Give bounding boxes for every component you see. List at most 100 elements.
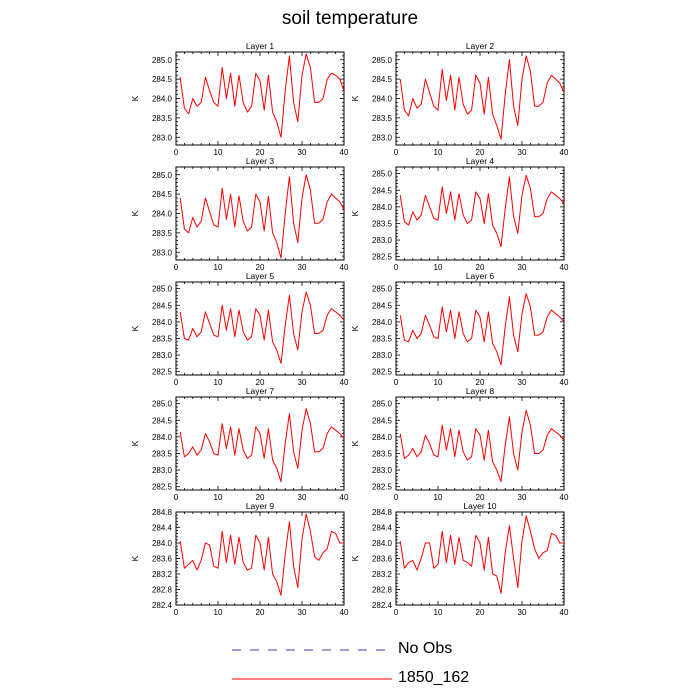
y-tick-label: 283.5 (372, 114, 393, 123)
y-tick-label: 285.0 (372, 170, 393, 179)
x-tick-label: 20 (256, 608, 265, 617)
y-tick-label: 284.0 (372, 433, 393, 442)
y-tick-label: 284.0 (152, 318, 173, 327)
y-tick-label: 284.5 (372, 416, 393, 425)
y-axis-label: K (350, 95, 360, 101)
x-tick-label: 10 (214, 378, 223, 387)
x-tick-label: 10 (434, 493, 443, 502)
panel-5: Layer 5 K 0 10 20 30 40 282.5 283.0 283.5 284.0 284… (130, 271, 349, 387)
series-line (179, 174, 345, 259)
x-tick-label: 0 (174, 263, 179, 272)
x-tick-label: 20 (256, 378, 265, 387)
y-tick-label: 282.5 (152, 368, 173, 377)
x-tick-label: 20 (476, 263, 485, 272)
series-line (179, 291, 345, 364)
y-axis-label: K (350, 325, 360, 331)
panel-3: Layer 3 K 0 10 20 30 40 283.0 283.5 284.0 284.5 285… (130, 156, 349, 272)
panel-1: Layer 1 K 0 10 20 30 40 283.0 283.5 284.0 284.5 285… (130, 41, 349, 157)
y-tick-label: 285.0 (372, 285, 393, 294)
series-line (399, 515, 564, 594)
y-tick-label: 284.0 (152, 95, 173, 104)
series-line (399, 293, 565, 366)
y-tick-label: 283.0 (372, 133, 393, 142)
x-tick-label: 0 (174, 608, 179, 617)
panel-title: Layer 4 (466, 156, 495, 166)
y-tick-label: 283.0 (152, 248, 173, 257)
x-tick-label: 10 (434, 148, 443, 157)
x-tick-label: 20 (476, 148, 485, 157)
y-axis-label: K (350, 440, 360, 446)
y-tick-label: 282.8 (152, 586, 173, 595)
y-tick-label: 284.5 (372, 186, 393, 195)
x-tick-label: 40 (340, 608, 349, 617)
y-tick-label: 283.5 (372, 449, 393, 458)
y-tick-label: 284.0 (372, 203, 393, 212)
panel-8: Layer 8 K 0 10 20 30 40 282.5 283.0 283.5 284.0 284… (350, 386, 569, 502)
panel-frame (395, 51, 565, 146)
y-tick-label: 284.0 (372, 95, 393, 104)
y-tick-label: 284.0 (152, 539, 173, 548)
y-tick-label: 284.0 (372, 539, 393, 548)
x-tick-label: 40 (340, 148, 349, 157)
y-tick-label: 282.5 (372, 253, 393, 262)
panel-title: Layer 9 (246, 501, 275, 511)
x-tick-label: 30 (298, 148, 307, 157)
y-tick-label: 283.5 (372, 219, 393, 228)
x-tick-label: 20 (476, 608, 485, 617)
x-tick-label: 0 (394, 263, 399, 272)
panel-title: Layer 1 (246, 41, 275, 51)
y-tick-label: 282.5 (372, 368, 393, 377)
panel-9: Layer 9 K 0 10 20 30 40 282.4 282.8 283.2 283.6 284… (130, 501, 349, 617)
y-tick-label: 283.2 (152, 570, 173, 579)
x-tick-label: 10 (214, 608, 223, 617)
panel-frame (175, 51, 345, 146)
y-tick-label: 283.6 (372, 555, 393, 564)
figure-title: soil temperature (281, 8, 419, 29)
x-tick-label: 10 (434, 378, 443, 387)
x-tick-label: 30 (518, 608, 527, 617)
y-tick-label: 283.0 (372, 236, 393, 245)
panel-title: Layer 2 (466, 41, 495, 51)
y-tick-label: 284.5 (152, 416, 173, 425)
y-tick-label: 283.5 (152, 114, 173, 123)
y-tick-label: 285.0 (152, 285, 173, 294)
x-tick-label: 0 (394, 493, 399, 502)
x-tick-label: 0 (394, 608, 399, 617)
y-axis-label: K (350, 210, 360, 216)
y-tick-label: 284.8 (152, 508, 173, 517)
x-tick-label: 40 (560, 608, 569, 617)
y-tick-label: 282.8 (372, 586, 393, 595)
x-tick-label: 30 (518, 493, 527, 502)
x-tick-label: 0 (394, 378, 399, 387)
x-tick-label: 30 (298, 493, 307, 502)
series-line (399, 55, 565, 140)
x-tick-label: 30 (298, 608, 307, 617)
x-tick-label: 40 (560, 378, 569, 387)
x-tick-label: 30 (518, 148, 527, 157)
series-line (179, 53, 345, 138)
y-tick-label: 283.2 (372, 570, 393, 579)
panel-frame (395, 396, 565, 491)
panel-10: Layer 10 K 0 10 20 30 40 282.4 282.8 283.2 283.6 28… (350, 501, 569, 617)
y-tick-label: 283.5 (152, 334, 173, 343)
x-tick-label: 30 (518, 263, 527, 272)
panel-title: Layer 3 (246, 156, 275, 166)
y-tick-label: 284.0 (152, 433, 173, 442)
y-tick-label: 284.5 (372, 75, 393, 84)
x-tick-label: 20 (476, 493, 485, 502)
x-tick-label: 40 (340, 493, 349, 502)
y-tick-label: 282.5 (152, 483, 173, 492)
y-tick-label: 284.0 (152, 210, 173, 219)
y-axis-label: K (130, 325, 140, 331)
y-axis-label: K (130, 210, 140, 216)
x-tick-label: 0 (174, 493, 179, 502)
y-tick-label: 284.4 (372, 524, 393, 533)
series-line (179, 408, 345, 483)
x-tick-label: 30 (298, 263, 307, 272)
panel-title: Layer 5 (246, 271, 275, 281)
y-tick-label: 283.0 (152, 351, 173, 360)
panel-title: Layer 10 (463, 501, 496, 511)
y-axis-label: K (130, 555, 140, 561)
panel-title: Layer 8 (466, 386, 495, 396)
